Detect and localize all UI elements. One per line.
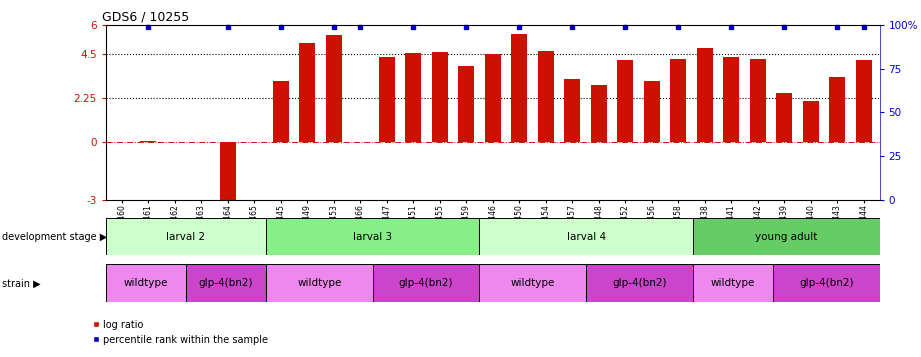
Text: wildtype: wildtype xyxy=(510,278,555,288)
Bar xyxy=(697,48,713,142)
Bar xyxy=(186,264,266,302)
Bar xyxy=(140,141,157,142)
Text: wildtype: wildtype xyxy=(123,278,169,288)
Text: glp-4(bn2): glp-4(bn2) xyxy=(399,278,453,288)
Bar xyxy=(693,218,880,255)
Bar xyxy=(829,77,845,142)
Bar xyxy=(480,218,693,255)
Bar xyxy=(379,57,395,142)
Bar xyxy=(586,264,693,302)
Bar xyxy=(373,264,480,302)
Text: larval 4: larval 4 xyxy=(566,231,606,242)
Text: development stage ▶: development stage ▶ xyxy=(2,232,107,242)
Bar xyxy=(266,264,373,302)
Text: wildtype: wildtype xyxy=(711,278,755,288)
Text: larval 2: larval 2 xyxy=(167,231,205,242)
Bar xyxy=(459,66,474,142)
Bar xyxy=(511,34,527,142)
Bar xyxy=(723,57,740,142)
Bar xyxy=(644,81,659,142)
Bar xyxy=(484,54,501,142)
Text: glp-4(bn2): glp-4(bn2) xyxy=(199,278,253,288)
Text: larval 3: larval 3 xyxy=(353,231,392,242)
Bar xyxy=(776,93,792,142)
Text: strain ▶: strain ▶ xyxy=(2,279,41,289)
Bar xyxy=(617,60,633,142)
Bar xyxy=(773,264,880,302)
Text: glp-4(bn2): glp-4(bn2) xyxy=(799,278,854,288)
Text: wildtype: wildtype xyxy=(297,278,342,288)
Bar xyxy=(266,218,480,255)
Text: glp-4(bn2): glp-4(bn2) xyxy=(612,278,667,288)
Bar xyxy=(565,79,580,142)
Bar xyxy=(405,53,421,142)
Bar xyxy=(220,142,236,200)
Bar xyxy=(432,52,448,142)
Bar xyxy=(480,264,586,302)
Legend: log ratio, percentile rank within the sample: log ratio, percentile rank within the sa… xyxy=(87,316,273,348)
Text: GDS6 / 10255: GDS6 / 10255 xyxy=(102,11,190,24)
Bar xyxy=(803,101,819,142)
Bar xyxy=(106,264,186,302)
Bar xyxy=(856,60,871,142)
Bar xyxy=(750,59,765,142)
Bar xyxy=(273,81,288,142)
Bar xyxy=(693,264,773,302)
Bar xyxy=(538,51,554,142)
Bar xyxy=(670,59,686,142)
Bar xyxy=(326,35,342,142)
Text: young adult: young adult xyxy=(755,231,817,242)
Bar xyxy=(299,44,315,142)
Bar xyxy=(106,218,266,255)
Bar xyxy=(590,85,607,142)
